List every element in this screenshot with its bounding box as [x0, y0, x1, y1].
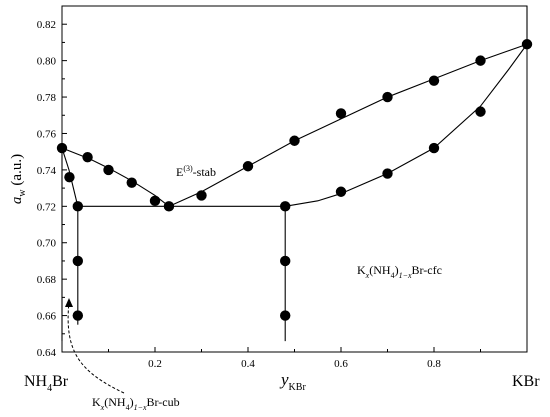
data-point — [382, 168, 393, 179]
left-end-label: NH4Br — [24, 373, 69, 394]
data-point — [163, 201, 175, 212]
data-point — [82, 151, 93, 163]
cub-phase-label: Kx(NH4)1−xBr-cub — [92, 395, 180, 412]
x-tick-label: 0.6 — [334, 358, 348, 370]
cfc-phase-label: Kx(NH4)1−xBr-cfc — [357, 263, 442, 280]
x-tick-label: 0.2 — [148, 358, 162, 370]
data-point — [280, 310, 291, 321]
data-point — [382, 91, 393, 103]
data-point — [428, 75, 440, 86]
y-tick-label: 0.74 — [37, 165, 57, 177]
y-axis-label: aw (a.u.) — [9, 154, 28, 204]
y-tick-label: 0.72 — [37, 201, 56, 213]
line-lower-right-curve — [285, 43, 528, 207]
y-tick-label: 0.66 — [37, 311, 57, 323]
data-point — [64, 171, 75, 183]
data-points — [56, 39, 533, 321]
data-point — [72, 255, 84, 267]
x-tick-label: 0.8 — [427, 358, 441, 370]
data-point — [335, 108, 347, 119]
data-point — [72, 201, 84, 212]
plot-axes: 0.64 0.66 0.68 0.70 0.72 0.74 0.76 0.78 0.80 0.82… — [37, 5, 528, 370]
data-point — [149, 195, 161, 207]
y-tick-label: 0.76 — [37, 128, 57, 140]
phase-boundary-lines — [61, 6, 528, 342]
cub-arrow-head — [65, 298, 73, 307]
data-point — [289, 135, 300, 146]
data-point — [475, 106, 486, 117]
data-point — [72, 310, 84, 321]
data-point — [56, 142, 68, 154]
line-upper-right-curve — [168, 43, 528, 207]
chart-labels: aw (a.u.) yKBr NH4Br KBr E(3)-stab Kx(NH4)1−x… — [9, 154, 540, 412]
data-point — [428, 142, 440, 154]
y-tick-label: 0.78 — [37, 92, 57, 104]
line-left-steep — [61, 147, 79, 207]
data-point — [335, 186, 347, 197]
y-tick-label: 0.68 — [37, 274, 57, 286]
data-point — [196, 190, 207, 201]
y-tick-label: 0.70 — [37, 238, 57, 250]
x-axis-label: yKBr — [279, 370, 306, 393]
y-tick-label: 0.64 — [37, 347, 57, 359]
x-tick-label: 0.4 — [241, 358, 255, 370]
data-point — [126, 177, 137, 188]
data-point — [103, 164, 114, 176]
y-tick-label: 0.80 — [37, 56, 57, 68]
data-point — [280, 255, 291, 267]
right-end-label: KBr — [512, 373, 540, 390]
y-tick-label: 0.82 — [37, 19, 56, 31]
data-point — [280, 201, 291, 212]
data-point — [242, 161, 254, 172]
data-point — [475, 55, 486, 66]
data-point — [521, 39, 533, 50]
cub-arrow-line — [67, 301, 125, 394]
eutonic-label: E(3)-stab — [176, 164, 216, 179]
